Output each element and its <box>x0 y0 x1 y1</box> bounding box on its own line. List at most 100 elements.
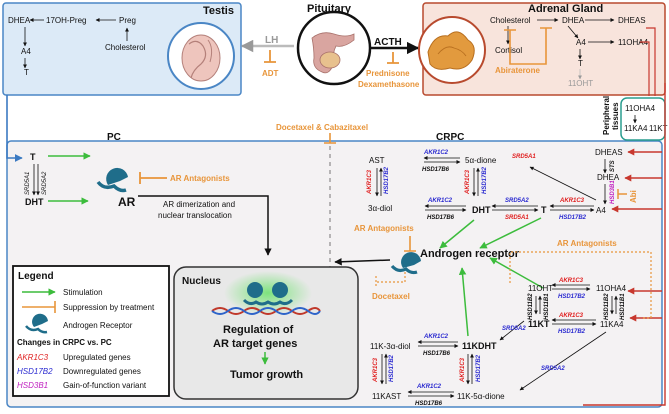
crpc-11kdht: 11KDHT <box>462 341 497 351</box>
nucleus-receptor-dimer-icon <box>242 282 294 306</box>
gene-hsd17b2-right: HSD17B2 <box>559 215 587 221</box>
testis-organ-icon <box>167 22 235 90</box>
adrenal-dheas: DHEAS <box>618 16 646 25</box>
testis-17oh-preg: 17OH-Preg <box>46 16 86 25</box>
peripheral-title-2: tissues <box>611 102 620 130</box>
nucleus-tumor-growth: Tumor growth <box>230 369 303 381</box>
crpc-t: T <box>541 205 547 215</box>
adrenal-11oha4: 11OHA4 <box>618 38 649 47</box>
legend-up-gene: AKR1C3 <box>16 353 49 362</box>
adrenal-abiraterone: Abiraterone <box>495 66 540 75</box>
pituitary-organ-icon <box>296 10 372 86</box>
legend-up-text: Upregulated genes <box>63 353 131 362</box>
legend-down-text: Downregulated genes <box>63 367 141 376</box>
gene-srd5a1-top: SRD5A1 <box>512 154 536 160</box>
gene-akr1c2-top: AKR1C2 <box>423 150 449 156</box>
adrenal-cortisol: Cortisol <box>495 46 522 55</box>
legend-suppression: Suppression by treatment <box>63 303 155 312</box>
adrenal-title: Adrenal Gland <box>528 3 603 15</box>
gene-hsd17b2-11k-left: HSD17B2 <box>389 354 395 382</box>
peripheral-11kt: 11KT <box>649 124 668 133</box>
pituitary-title: Pituitary <box>307 3 352 15</box>
crpc-a4: A4 <box>596 206 606 215</box>
pc-dimer-line1: AR dimerization and <box>163 200 235 209</box>
gene-hsd17b2-11oxy-top: HSD17B2 <box>558 294 586 300</box>
testis-title: Testis <box>203 5 234 17</box>
docetaxel-cabazitaxel-label: Docetaxel & Cabazitaxel <box>276 123 368 132</box>
pc-dht: DHT <box>25 197 44 207</box>
gene-akr1c3-right: AKR1C3 <box>559 198 585 204</box>
legend-title: Legend <box>18 271 54 282</box>
pc-srd5a2: SRD5A2 <box>42 171 48 195</box>
crpc-abi: Abi <box>629 190 638 203</box>
adrenal-11oht: 11OHT <box>568 79 593 88</box>
gene-hsd17b6-11k-bottom: HSD17B6 <box>415 401 443 407</box>
dna-helix-icon <box>211 307 321 315</box>
crpc-ar-antagonists-right: AR Antagonists <box>557 239 617 248</box>
gene-srd5a2-bottom: SRD5A2 <box>541 366 565 372</box>
testis-a4: A4 <box>21 47 31 56</box>
peripheral-11ka4: 11KA4 <box>624 124 648 133</box>
crpc-11k-3a-diol: 11K-3α-diol <box>370 342 411 351</box>
peripheral-11oha4: 11OHA4 <box>625 104 656 113</box>
gene-hsd11b2-left: HSD11B2 <box>528 293 534 320</box>
gene-akr1c3-11k-mid: AKR1C3 <box>460 357 466 383</box>
lh-label: LH <box>265 35 278 46</box>
testis-dhea: DHEA <box>8 16 31 25</box>
gene-akr1c2-mid: AKR1C2 <box>427 198 453 204</box>
adrenal-dhea: DHEA <box>562 16 585 25</box>
crpc-dht: DHT <box>472 205 491 215</box>
crpc-11kast: 11KAST <box>372 392 401 401</box>
crpc-sts: STS <box>610 160 616 172</box>
pc-ar-antagonists: AR Antagonists <box>170 174 230 183</box>
gene-srd5a2-mid: SRD5A2 <box>505 198 529 204</box>
pc-androgen-receptor-icon <box>96 167 128 193</box>
legend-changes: Changes in CRPC vs. PC <box>17 338 112 347</box>
crpc-ast: AST <box>369 156 385 165</box>
crpc-11oht: 11OHT <box>528 284 553 293</box>
gene-akr1c2-11k-bottom: AKR1C2 <box>416 384 442 390</box>
acth-label: ACTH <box>374 37 402 48</box>
crpc-11oha4: 11OHA4 <box>596 284 627 293</box>
gene-hsd17b2-left: HSD17B2 <box>384 166 390 194</box>
gene-akr1c3-11oxy-top: AKR1C3 <box>558 278 584 284</box>
crpc-androgen-receptor-icon <box>390 252 421 275</box>
gene-hsd11b2-right: HSD11B2 <box>604 293 610 320</box>
crpc-title: CRPC <box>436 132 464 143</box>
pc-t: T <box>30 152 36 162</box>
crpc-dhea: DHEA <box>597 173 620 182</box>
crpc-androgen-receptor: Androgen receptor <box>420 248 520 260</box>
testis-cholesterol: Cholesterol <box>105 43 146 52</box>
adrenal-a4: A4 <box>576 38 586 47</box>
legend-gof-gene: HSD3B1 <box>17 381 48 390</box>
legend-receptor-icon <box>25 313 48 334</box>
gene-hsd3b1: HSD3B1 <box>610 180 616 204</box>
testis-panel: Testis DHEA 17OH-Preg Preg A4 T Choleste… <box>2 2 242 96</box>
gene-srd5a1-mid: SRD5A1 <box>505 215 529 221</box>
gene-hsd17b6-11oxy: HSD17B6 <box>423 351 451 357</box>
crpc-docetaxel: Docetaxel <box>372 292 410 301</box>
gene-akr1c3-11k-left: AKR1C3 <box>373 357 379 383</box>
peripheral-title-1: Peripheral <box>602 96 611 135</box>
gene-hsd17b2-11k-mid: HSD17B2 <box>476 354 482 382</box>
gene-hsd17b6-top: HSD17B6 <box>422 167 450 173</box>
pc-title: PC <box>107 132 121 143</box>
adrenal-t: T <box>578 59 583 68</box>
legend-gof-text: Gain-of-function variant <box>63 381 147 390</box>
nucleus-panel: Nucleus Regulation of AR target genes Tu… <box>173 266 359 400</box>
crpc-11k-5a-dione: 11K-5α-dione <box>457 392 505 401</box>
testis-t: T <box>24 68 29 77</box>
gene-hsd11b1-right: HSD11B1 <box>620 293 626 320</box>
gene-hsd11b1-left: HSD11B1 <box>544 293 550 320</box>
testis-preg: Preg <box>119 16 136 25</box>
acth-drug-prednisone: Prednisone <box>366 69 410 78</box>
gene-akr1c3-11oxy-mid: AKR1C3 <box>558 313 584 319</box>
crpc-3a-diol: 3α-diol <box>368 204 392 213</box>
acth-drug-dexamethasone: Dexamethasone <box>358 80 420 89</box>
pc-dimer-line2: nuclear translocation <box>158 211 232 220</box>
pc-srd5a1: SRD5A1 <box>25 172 31 195</box>
adt-label: ADT <box>262 69 279 78</box>
crpc-11kt: 11KT <box>528 319 550 329</box>
nucleus-title: Nucleus <box>182 276 221 287</box>
